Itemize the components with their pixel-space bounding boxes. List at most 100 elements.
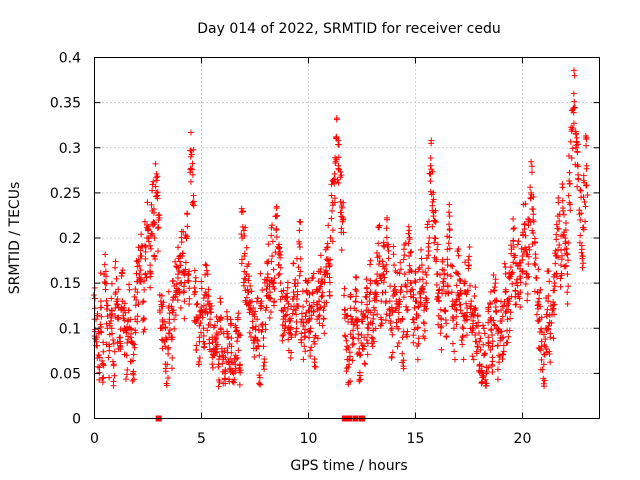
data-point [577, 216, 584, 223]
data-point [292, 283, 299, 290]
data-point [423, 271, 430, 278]
data-point [312, 363, 319, 370]
data-point [557, 283, 564, 290]
data-point [516, 259, 523, 266]
data-point [246, 306, 253, 313]
data-point [453, 313, 460, 320]
data-point [100, 374, 107, 381]
data-point [153, 177, 160, 184]
data-point [384, 241, 391, 248]
data-point [178, 239, 185, 246]
data-point [555, 254, 562, 261]
data-point [106, 320, 113, 327]
data-point [533, 275, 540, 282]
data-point [523, 270, 530, 277]
data-point [565, 239, 572, 246]
data-point [364, 331, 371, 338]
data-point [156, 214, 163, 221]
data-point [279, 322, 286, 329]
data-point [99, 357, 106, 364]
data-point [352, 298, 359, 305]
data-point [320, 316, 327, 323]
data-point [341, 285, 348, 292]
data-point [425, 252, 432, 259]
data-point [469, 353, 476, 360]
data-point [582, 203, 589, 210]
data-point [530, 206, 537, 213]
data-point [267, 309, 274, 316]
data-point [517, 273, 524, 280]
data-point [405, 230, 412, 237]
data-point [191, 284, 198, 291]
data-point [200, 295, 207, 302]
data-point [457, 307, 464, 314]
data-point [168, 303, 175, 310]
data-point [512, 293, 519, 300]
data-point [132, 286, 139, 293]
data-point [490, 317, 497, 324]
data-point [241, 250, 248, 257]
data-point [277, 280, 284, 287]
data-point [429, 168, 436, 175]
data-point [504, 339, 511, 346]
data-point [400, 294, 407, 301]
data-point [230, 379, 237, 386]
data-point [533, 311, 540, 318]
data-point [227, 316, 234, 323]
data-point [525, 253, 532, 260]
x-tick-label: 15 [407, 431, 425, 447]
data-point [423, 305, 430, 312]
data-point [509, 269, 516, 276]
data-point [303, 287, 310, 294]
data-point [216, 316, 223, 323]
data-point [209, 364, 216, 371]
data-point [565, 192, 572, 199]
data-point [323, 299, 330, 306]
data-point [121, 300, 128, 307]
data-point [269, 222, 276, 229]
data-point [455, 246, 462, 253]
data-point [108, 280, 115, 287]
data-point [268, 232, 275, 239]
data-point [97, 328, 104, 335]
data-point [139, 243, 146, 250]
y-axis-label: SRMTID / TECUs [7, 182, 23, 295]
data-point [113, 300, 120, 307]
data-point [236, 381, 243, 388]
data-point [335, 154, 342, 161]
data-point [149, 187, 156, 194]
data-point [551, 311, 558, 318]
data-point [460, 325, 467, 332]
data-point [474, 344, 481, 351]
data-point [477, 335, 484, 342]
data-point [260, 343, 267, 350]
data-point [292, 331, 299, 338]
data-point [541, 331, 548, 338]
data-point [440, 278, 447, 285]
data-point [505, 274, 512, 281]
data-point [363, 294, 370, 301]
data-point [297, 255, 304, 262]
data-point [186, 301, 193, 308]
data-point [339, 218, 346, 225]
data-point [225, 334, 232, 341]
data-point [492, 276, 499, 283]
data-point [135, 244, 142, 251]
data-point [223, 308, 230, 315]
data-point [186, 268, 193, 275]
data-point [161, 318, 168, 325]
data-point [438, 315, 445, 322]
data-point [437, 324, 444, 331]
data-point [234, 354, 241, 361]
data-point [338, 209, 345, 216]
data-point [553, 221, 560, 228]
data-point [141, 242, 148, 249]
data-point [93, 316, 100, 323]
data-point [364, 301, 371, 308]
data-point [547, 359, 554, 366]
data-point [123, 352, 130, 359]
data-point [138, 231, 145, 238]
data-point [568, 155, 575, 162]
data-point [168, 365, 175, 372]
data-point [287, 354, 294, 361]
